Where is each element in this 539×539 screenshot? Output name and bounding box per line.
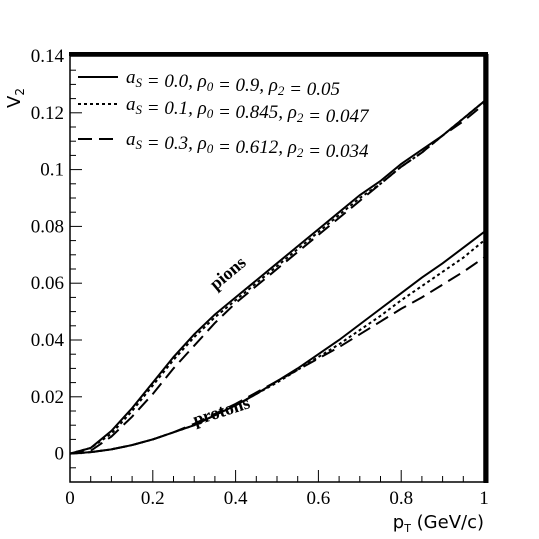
annotation-protons: protons <box>190 392 252 429</box>
x-tick-label: 0.6 <box>307 488 331 509</box>
protons-dashed-line <box>69 256 485 455</box>
protons-dotted-line <box>69 239 485 455</box>
legend-entry-dotted: aS = 0.1, ρ0 = 0.845, ρ2 = 0.047 <box>126 94 370 127</box>
y-axis-title: V2 <box>4 88 27 108</box>
x-tick-label: 0.8 <box>389 488 413 509</box>
x-axis-title: pT (GeV/c) <box>393 512 484 535</box>
legend-entry-dashed: aS = 0.3, ρ0 = 0.612, ρ2 = 0.034 <box>126 129 369 162</box>
series-layer <box>69 100 485 455</box>
y-tick-label: 0.04 <box>31 330 65 351</box>
axes-layer: 0 0.2 0.4 0.6 0.8 1 0 0.02 0.04 0.06 0.08 0.1 0.12 0.… <box>4 46 489 535</box>
x-tick-label: 0 <box>65 488 75 509</box>
pions-solid-line <box>69 100 485 455</box>
x-tick-label: 1 <box>479 488 489 509</box>
y-tick-label: 0 <box>55 444 65 465</box>
annotation-pions: pions <box>205 252 249 294</box>
y-tick-label: 0.08 <box>31 216 64 237</box>
legend-entry-solid: aS = 0.0, ρ0 = 0.9, ρ2 = 0.05 <box>126 67 340 100</box>
x-tick-label: 0.2 <box>141 488 165 509</box>
y-tick-label: 0.02 <box>31 387 64 408</box>
x-tick-label: 0.4 <box>224 488 248 509</box>
pions-dotted-line <box>69 100 485 455</box>
y-tick-label: 0.1 <box>40 160 64 181</box>
pions-dashed-line <box>69 103 485 455</box>
y-tick-label: 0.14 <box>31 46 65 67</box>
y-tick-label: 0.12 <box>31 103 64 124</box>
y-tick-label: 0.06 <box>31 273 64 294</box>
